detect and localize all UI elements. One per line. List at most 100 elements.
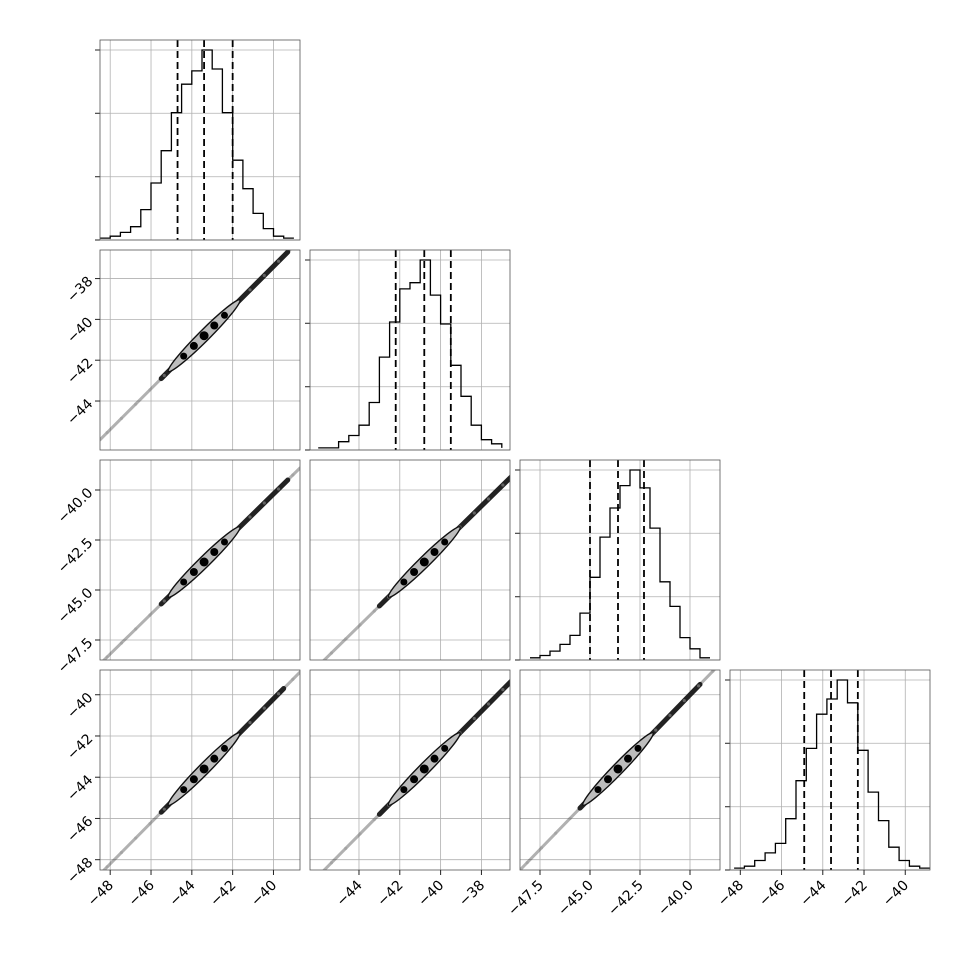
sample-point <box>276 487 281 491</box>
sample-point <box>568 816 572 821</box>
sample-point <box>682 699 686 703</box>
density-peak <box>613 764 623 774</box>
density-peak <box>210 548 219 556</box>
density-peak <box>410 568 419 576</box>
scatter-content <box>520 670 717 870</box>
scatter-content <box>316 474 510 668</box>
histogram-panel-1 <box>305 249 511 451</box>
sample-point <box>344 846 348 850</box>
scatter-content <box>322 678 510 870</box>
sample-point <box>105 431 109 435</box>
histogram-panel-3 <box>725 669 931 871</box>
sample-point <box>372 609 376 613</box>
y-tick-label: −40 <box>64 314 96 346</box>
x-tick-label: −47.5 <box>505 878 547 920</box>
y-tick-label: −42.5 <box>55 535 97 577</box>
sample-point <box>248 515 252 519</box>
panel-frame <box>729 669 931 871</box>
x-tick-label: −40 <box>415 878 447 910</box>
sample-point <box>291 677 295 681</box>
panel-frame <box>309 249 511 451</box>
sample-point <box>372 817 376 822</box>
sample-point <box>668 713 672 717</box>
sample-point <box>472 511 476 515</box>
y-tick-label: −48 <box>64 855 96 887</box>
scatter-panel-1-2 <box>309 459 511 668</box>
sample-point <box>148 822 152 826</box>
sample-point <box>329 861 334 865</box>
x-tick-label: −40 <box>880 878 912 910</box>
panel-frame <box>99 39 301 241</box>
density-peak <box>199 557 209 567</box>
sample-point <box>162 373 166 378</box>
density-peak <box>210 321 219 330</box>
sample-point <box>276 259 281 263</box>
panel-frame <box>519 669 721 871</box>
y-tick-label: −47.5 <box>55 635 97 677</box>
x-tick-label: −48 <box>715 878 747 910</box>
density-peak <box>180 352 188 360</box>
panel-frame <box>309 459 511 661</box>
density-peak <box>594 786 602 794</box>
density-peak <box>441 744 449 752</box>
sample-point <box>119 850 124 855</box>
sample-point <box>248 720 252 725</box>
density-peak <box>180 786 188 794</box>
sample-point <box>316 665 319 668</box>
sample-point <box>291 473 295 477</box>
scatter-content <box>101 670 300 870</box>
sample-point <box>162 807 166 811</box>
panel-frame <box>99 669 301 871</box>
sample-point <box>262 501 266 505</box>
sample-point <box>148 388 152 392</box>
x-tick-label: −46 <box>126 877 158 909</box>
panel-frame <box>309 669 511 871</box>
y-tick-label: −42 <box>64 731 96 763</box>
sample-point <box>472 716 476 721</box>
density-peak <box>419 557 429 567</box>
sample-point <box>486 702 491 706</box>
sample-point <box>696 684 701 688</box>
sample-point <box>134 627 138 631</box>
sample-point <box>554 831 558 835</box>
histogram-bars <box>318 259 503 449</box>
x-tick-label: −44 <box>797 877 829 909</box>
scatter-panel-0-3: −48 −46 −44 −42 −40 <box>64 669 301 887</box>
y-tick-label: −44 <box>64 772 96 804</box>
sample-point <box>329 651 334 655</box>
sample-point <box>105 655 109 659</box>
y-tick-label: −44 <box>64 396 96 428</box>
sample-point <box>525 861 529 865</box>
density-peak <box>400 786 408 794</box>
sample-point <box>119 641 124 645</box>
sample-point <box>501 687 505 692</box>
density-peak <box>220 538 228 546</box>
density-peak <box>410 775 419 784</box>
panel-frame <box>519 459 721 661</box>
density-peak <box>189 341 198 350</box>
density-peak <box>441 538 449 546</box>
density-peak <box>189 775 198 784</box>
y-tick-label: −40 <box>64 690 96 722</box>
y-tick-label: −38 <box>64 274 96 306</box>
x-tick-label: −42.5 <box>605 878 647 920</box>
sample-point <box>248 288 252 292</box>
sample-point <box>291 245 294 248</box>
density-peak <box>220 744 228 752</box>
sample-point <box>358 623 362 627</box>
density-peak <box>180 578 188 586</box>
sample-point <box>134 402 138 406</box>
density-peak <box>634 744 642 752</box>
x-tick-label: −42 <box>374 878 406 910</box>
panel-frame <box>99 249 301 451</box>
panel-frame <box>99 459 301 661</box>
x-tick-label: −42 <box>207 878 239 910</box>
y-tick-label: −46 <box>64 813 96 845</box>
x-tick-label: −44 <box>334 877 366 909</box>
scatter-panel-1-3 <box>309 669 511 871</box>
density-peak <box>199 331 209 341</box>
density-peak <box>604 775 612 784</box>
density-peak <box>210 754 219 763</box>
scatter-panel-2-3 <box>519 669 721 871</box>
histogram-bars <box>530 469 710 659</box>
